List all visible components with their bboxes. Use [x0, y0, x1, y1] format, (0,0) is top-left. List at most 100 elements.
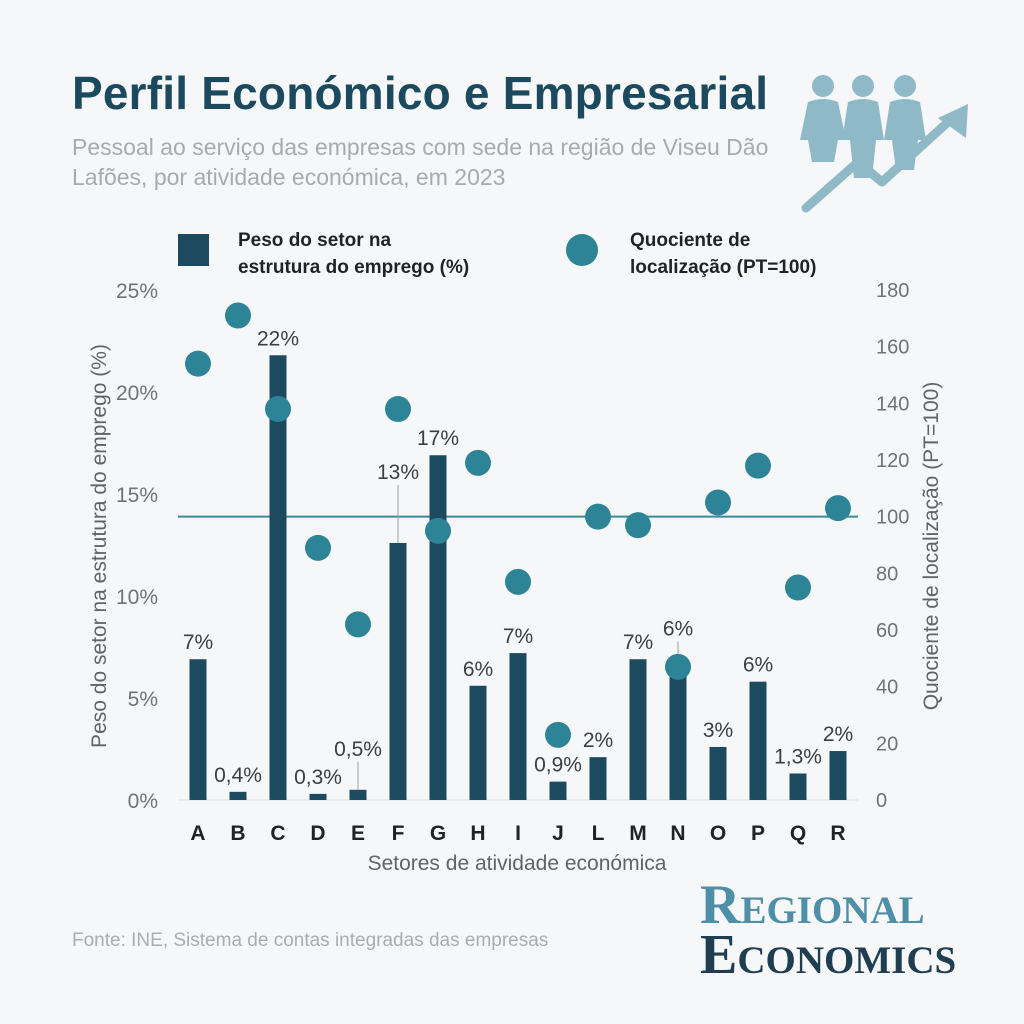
x-tick-label: A: [190, 822, 205, 845]
x-tick-label: D: [310, 822, 325, 845]
bar-value-label: 0,9%: [534, 754, 582, 777]
source-note: Fonte: INE, Sistema de contas integradas…: [72, 930, 549, 951]
bar-value-label: 7%: [623, 631, 653, 654]
bar-value-label: 0,3%: [294, 766, 342, 789]
bar-value-label: 1,3%: [774, 745, 822, 768]
legend-bar-swatch: [178, 234, 209, 266]
x-tick-label: I: [515, 822, 521, 845]
bar-value-label: 0,4%: [214, 764, 262, 787]
bar-value-label: 17%: [417, 427, 459, 450]
legend-dot-label: Quociente de localização (PT=100): [630, 230, 816, 278]
bar: [549, 781, 567, 800]
quotient-dot: [585, 503, 611, 530]
x-tick-label: M: [629, 822, 647, 845]
quotient-dot: [545, 721, 571, 748]
bar-value-label: 6%: [463, 658, 493, 681]
quotient-dot: [665, 653, 691, 680]
bar: [509, 653, 527, 800]
y2-axis-title: Quociente de localização (PT=100): [920, 382, 943, 711]
quotient-dot: [185, 350, 211, 377]
x-tick-label: F: [392, 822, 405, 845]
bar: [309, 793, 327, 800]
y2-tick-label: 0: [876, 790, 887, 812]
quotient-dot: [385, 396, 411, 422]
y2-tick-label: 120: [876, 450, 909, 472]
regional-economics-logo: Regional Economics: [700, 874, 980, 986]
bar-value-label: 7%: [183, 631, 213, 654]
y2-tick-label: 20: [876, 733, 898, 755]
bar-value-label: 2%: [583, 729, 613, 752]
bar: [669, 671, 687, 800]
x-tick-label: N: [670, 822, 685, 845]
people-growth-arrow-icon: [800, 75, 968, 213]
bar: [789, 773, 807, 800]
bar: [269, 355, 287, 800]
quotient-dot: [505, 568, 531, 595]
y2-tick-label: 140: [876, 393, 909, 415]
bar: [429, 455, 447, 800]
quotient-dot: [225, 302, 251, 329]
logo-line-2: Economics: [700, 924, 957, 986]
y2-tick-label: 100: [876, 507, 909, 529]
x-tick-label: Q: [790, 822, 806, 845]
bar: [829, 751, 847, 800]
y2-tick-label: 60: [876, 620, 898, 642]
bar: [229, 791, 247, 800]
bar-value-label: 13%: [377, 461, 419, 484]
bar-value-label: 2%: [823, 723, 853, 746]
bar-value-label: 7%: [503, 625, 533, 648]
y-tick-label: 5%: [128, 688, 158, 711]
x-tick-label: P: [751, 822, 765, 845]
bar: [389, 542, 407, 800]
logo-line-1: Regional: [700, 874, 925, 936]
bar-value-label: 22%: [257, 327, 299, 350]
quotient-dot: [265, 396, 291, 422]
bar-value-label: 6%: [743, 654, 773, 677]
bar-value-label: 0,5%: [334, 738, 382, 761]
quotient-dot: [305, 534, 331, 561]
bar: [709, 746, 727, 800]
bar-value-label: 3%: [703, 719, 733, 742]
bar: [589, 757, 607, 800]
bar-value-label: 6%: [663, 617, 693, 640]
y-tick-label: 20%: [116, 382, 158, 405]
y2-tick-label: 80: [876, 563, 898, 585]
y2-tick-label: 40: [876, 677, 898, 699]
y-tick-label: 0%: [128, 790, 158, 813]
chart-legend: Peso do setor na estrutura do emprego (%)…: [178, 230, 816, 278]
bar: [749, 681, 767, 800]
bar: [349, 789, 367, 800]
x-tick-label: C: [270, 822, 285, 845]
quotient-dot: [345, 611, 371, 638]
quotient-dot: [625, 512, 651, 539]
quotient-dot: [785, 574, 811, 601]
x-tick-label: O: [710, 822, 726, 845]
x-tick-label: R: [830, 822, 845, 845]
x-axis-title: Setores de atividade económica: [368, 852, 667, 875]
quotient-dot: [705, 489, 731, 516]
x-tick-label: J: [552, 822, 564, 845]
legend-bar-label: Peso do setor na estrutura do emprego (%): [238, 230, 469, 278]
x-tick-label: G: [430, 822, 446, 845]
y-tick-label: 15%: [116, 484, 158, 507]
page-title: Perfil Económico e Empresarial: [72, 67, 769, 119]
legend-dot-swatch: [566, 234, 598, 266]
x-tick-label: L: [592, 822, 605, 845]
y-tick-label: 25%: [116, 280, 158, 303]
quotient-dot: [465, 449, 491, 476]
bar: [629, 659, 647, 800]
y2-tick-label: 180: [876, 280, 909, 302]
y2-tick-label: 160: [876, 337, 909, 359]
y-axis-title: Peso do setor na estrutura do emprego (%…: [88, 344, 111, 748]
x-tick-label: B: [230, 822, 245, 845]
bar: [469, 685, 487, 800]
x-tick-label: H: [470, 822, 485, 845]
quotient-dot: [745, 452, 771, 479]
page-subtitle: Pessoal ao serviço das empresas com sede…: [72, 134, 769, 190]
quotient-dot: [825, 495, 851, 522]
bar: [189, 659, 207, 800]
x-tick-label: E: [351, 822, 365, 845]
y-tick-label: 10%: [116, 586, 158, 609]
quotient-dot: [425, 517, 451, 544]
